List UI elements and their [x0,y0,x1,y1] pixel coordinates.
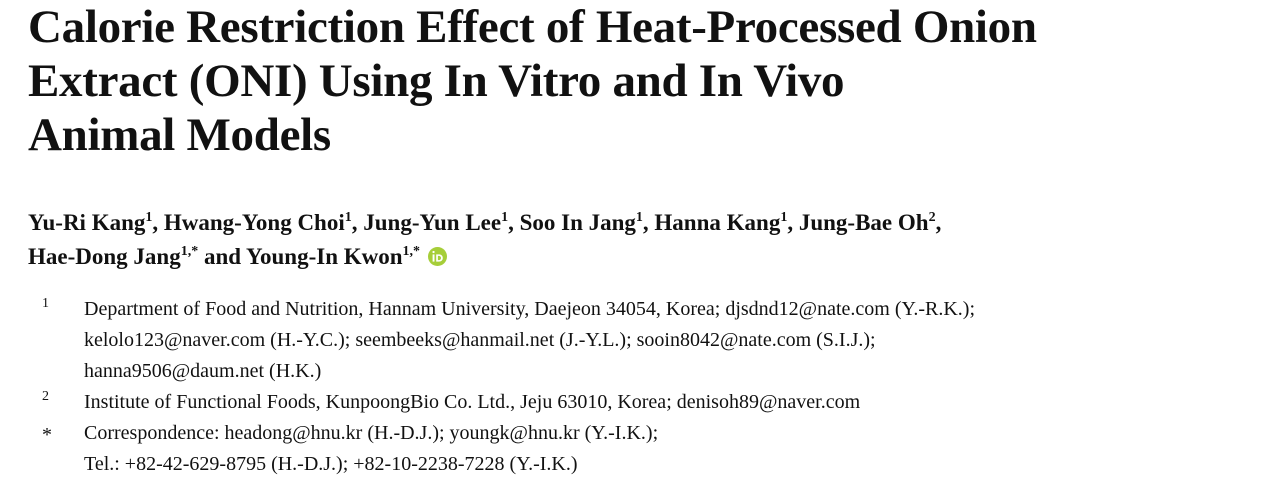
title-line: Calorie Restriction Effect of Heat-Proce… [28,1,1037,53]
affiliation-marker: 2 [42,389,49,404]
author-name[interactable]: Hwang-Yong Choi [163,210,345,235]
title-line: Extract (ONI) Using In Vitro and In Vivo [28,55,845,107]
affiliation-line: Institute of Functional Foods, KunpoongB… [84,391,861,413]
author-separator: , [935,210,942,235]
author-affiliation-sup: 1 [145,210,153,225]
author-affiliation-sup: 1 [501,210,509,225]
affiliation-list: 1 Department of Food and Nutrition, Hann… [0,294,1280,480]
author-separator: , [152,210,164,235]
orcid-letter-d [435,254,443,262]
affiliation-item: 2 Institute of Functional Foods, Kunpoon… [0,387,1280,418]
author-separator: , [508,210,520,235]
author-separator: , [642,210,655,235]
author-line: Yu-Ri Kang1, Hwang-Yong Choi1, Jung-Yun … [28,206,1268,240]
affiliation-text: Institute of Functional Foods, KunpoongB… [84,387,1260,418]
author-separator: and [198,244,246,269]
author-separator: , [787,210,799,235]
author-affiliation-sup: 1,* [402,244,421,259]
orcid-icon[interactable] [427,242,447,266]
author-affiliation-sup: 2 [928,210,936,225]
author-line: Hae-Dong Jang1,* and Young-In Kwon1,* [28,240,1268,274]
orcid-letter-i-stem [432,254,435,262]
author-name[interactable]: Soo In Jang [519,210,636,235]
author-name[interactable]: Jung-Yun Lee [363,210,502,235]
correspondence-text: Correspondence: headong@hnu.kr (H.-D.J.)… [84,418,1260,480]
correspondence-line: Correspondence: headong@hnu.kr (H.-D.J.)… [84,422,659,444]
author-affiliation-sup: 1,* [180,244,199,259]
affiliation-line: kelolo123@naver.com (H.-Y.C.); seembeeks… [84,329,876,351]
author-name[interactable]: Young-In Kwon [245,244,403,269]
orcid-icon-graphic [427,247,447,266]
affiliation-marker: 1 [42,296,49,311]
affiliation-line: Department of Food and Nutrition, Hannam… [84,298,976,320]
correspondence-item: * Correspondence: headong@hnu.kr (H.-D.J… [0,418,1280,480]
author-list: Yu-Ri Kang1, Hwang-Yong Choi1, Jung-Yun … [28,206,1268,274]
correspondence-line: Tel.: +82-42-629-8795 (H.-D.J.); +82-10-… [84,453,578,475]
orcid-letter-i-dot [432,250,435,254]
author-name[interactable]: Jung-Bae Oh [798,210,929,235]
title-line: Animal Models [28,109,331,161]
author-separator: , [351,210,364,235]
affiliation-line: hanna9506@daum.net (H.K.) [84,360,322,382]
author-name[interactable]: Hanna Kang [654,210,781,235]
author-affiliation-sup: 1 [344,210,352,225]
author-affiliation-sup: 1 [635,210,643,225]
author-name[interactable]: Yu-Ri Kang [28,210,146,235]
correspondence-marker: * [42,424,52,446]
article-title: Calorie Restriction Effect of Heat-Proce… [28,0,1268,162]
affiliation-text: Department of Food and Nutrition, Hannam… [84,294,1260,387]
affiliation-item: 1 Department of Food and Nutrition, Hann… [0,294,1280,387]
author-name[interactable]: Hae-Dong Jang [28,244,181,269]
author-affiliation-sup: 1 [780,210,788,225]
